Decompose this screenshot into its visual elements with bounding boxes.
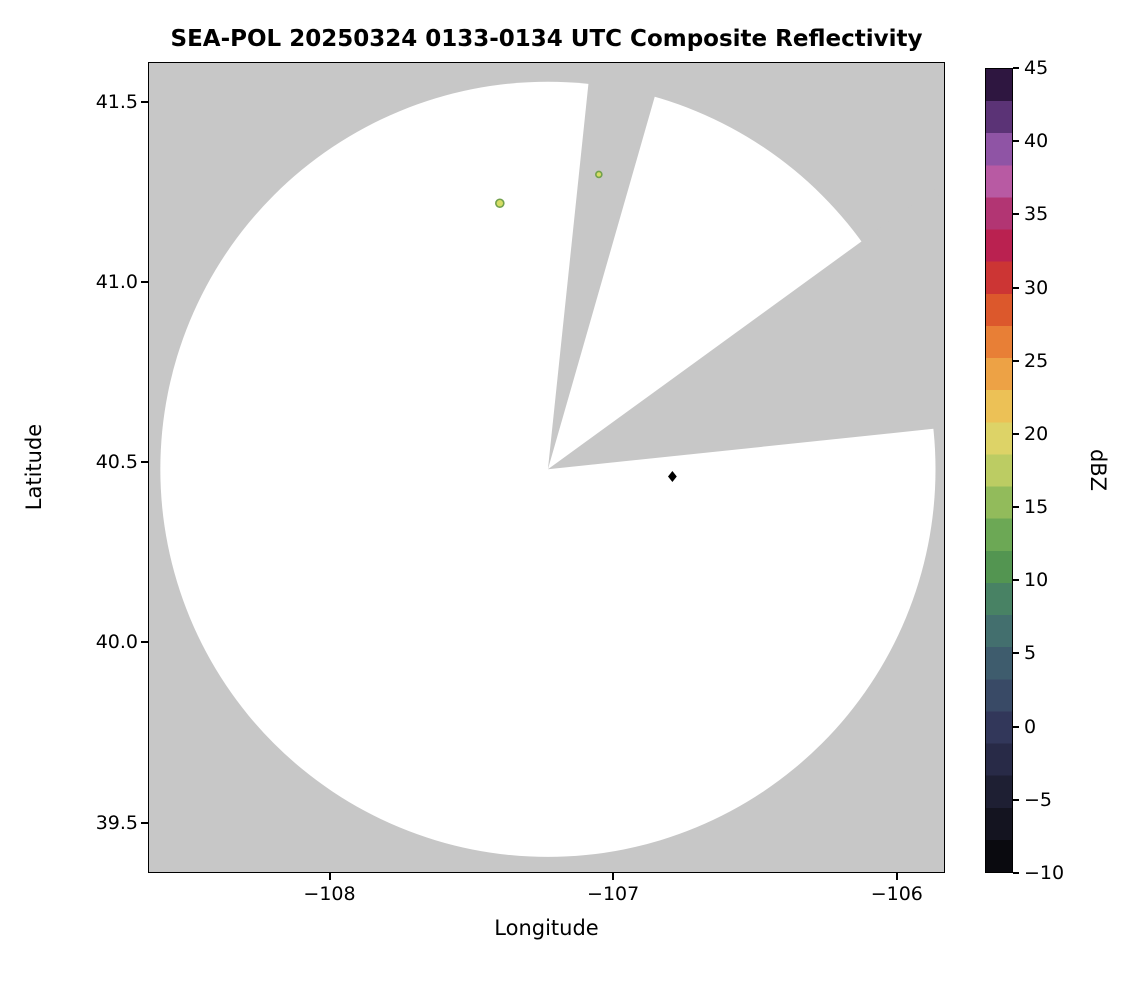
- colorbar-tick-mark: [1013, 798, 1019, 801]
- colorbar-tick-label: 45: [1024, 57, 1049, 79]
- colorbar-tick-mark: [1013, 579, 1019, 582]
- x-tick-label: −107: [587, 883, 640, 905]
- colorbar-tick-mark: [1013, 67, 1019, 69]
- colorbar-gradient: [986, 69, 1012, 872]
- colorbar-axis-label: dBZ: [1086, 448, 1110, 492]
- chart-title: SEA-POL 20250324 0133-0134 UTC Composite…: [170, 26, 923, 52]
- colorbar-tick-label: 0: [1024, 715, 1037, 738]
- y-tick-mark: [141, 280, 148, 283]
- x-tick-mark: [895, 873, 898, 880]
- colorbar-tick-label: −5: [1024, 788, 1053, 811]
- colorbar-tick-mark: [1013, 725, 1019, 728]
- echo-point: [595, 170, 603, 179]
- colorbar-tick-mark: [1013, 652, 1019, 655]
- x-tick-mark: [612, 873, 615, 880]
- colorbar-tick-label: −10: [1024, 862, 1065, 884]
- colorbar-tick-label: 20: [1024, 422, 1049, 445]
- missing-data-sector: [547, 63, 665, 470]
- y-tick-mark: [141, 821, 148, 824]
- colorbar-tick-mark: [1013, 286, 1019, 289]
- colorbar-tick-label: 35: [1024, 203, 1049, 226]
- y-tick-label: 40.0: [95, 631, 138, 654]
- colorbar: [985, 68, 1013, 873]
- colorbar-tick-label: 30: [1024, 276, 1049, 299]
- y-axis-label: Latitude: [22, 423, 46, 511]
- colorbar-tick-mark: [1013, 506, 1019, 509]
- y-tick-mark: [141, 461, 148, 464]
- y-tick-mark: [141, 100, 148, 103]
- colorbar-tick-mark: [1013, 140, 1019, 143]
- colorbar-tick-mark: [1013, 359, 1019, 362]
- x-tick-label: −108: [303, 883, 356, 905]
- missing-data-sector: [547, 188, 944, 470]
- colorbar-tick-label: 5: [1024, 642, 1037, 665]
- radar-coverage-area: [160, 81, 936, 857]
- colorbar-tick-label: 15: [1024, 496, 1049, 519]
- colorbar-tick-label: 40: [1024, 130, 1049, 153]
- y-tick-label: 39.5: [95, 811, 138, 834]
- colorbar-tick-label: 10: [1024, 569, 1049, 592]
- echo-point: [495, 198, 505, 209]
- x-tick-label: −106: [870, 883, 923, 905]
- y-tick-mark: [141, 641, 148, 644]
- y-tick-label: 40.5: [95, 451, 138, 474]
- colorbar-tick-mark: [1013, 213, 1019, 216]
- x-tick-mark: [328, 873, 331, 880]
- x-axis-label: Longitude: [494, 916, 599, 940]
- colorbar-tick-mark: [1013, 432, 1019, 435]
- colorbar-tick-label: 25: [1024, 349, 1049, 372]
- y-tick-label: 41.5: [95, 90, 138, 113]
- radar-plot: [148, 62, 945, 873]
- colorbar-tick-mark: [1013, 872, 1019, 874]
- y-tick-label: 41.0: [95, 270, 138, 293]
